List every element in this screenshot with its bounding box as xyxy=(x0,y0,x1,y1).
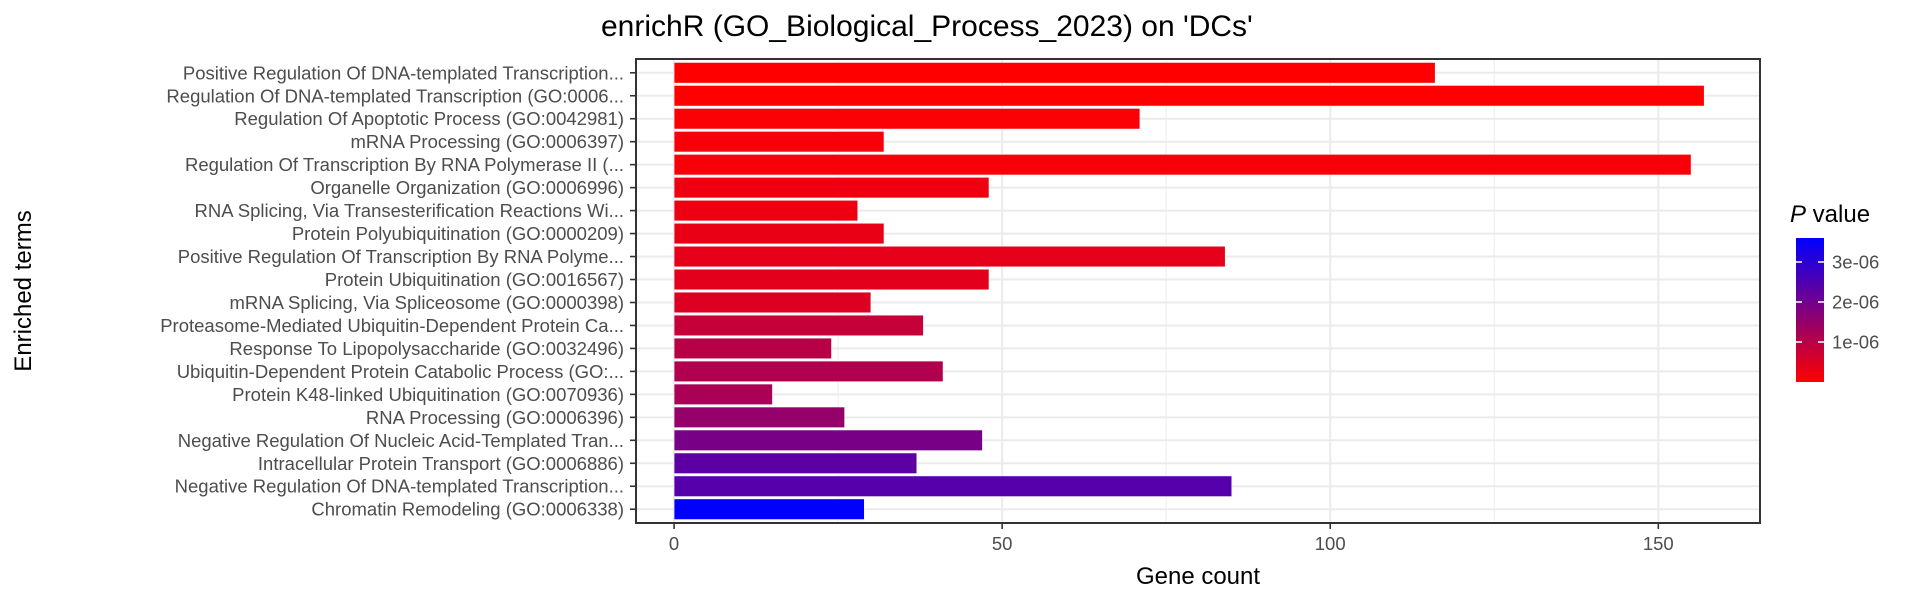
bar xyxy=(673,383,773,406)
category-label: Response To Lipopolysaccharide (GO:00324… xyxy=(229,338,624,359)
category-label: mRNA Splicing, Via Spliceosome (GO:00003… xyxy=(229,292,624,313)
category-label: Intracellular Protein Transport (GO:0006… xyxy=(258,453,624,474)
x-tick-label: 0 xyxy=(669,533,679,554)
bar xyxy=(673,154,1692,176)
bar xyxy=(673,268,990,291)
bar xyxy=(673,176,990,199)
bar xyxy=(673,498,865,520)
category-label: Ubiquitin-Dependent Protein Catabolic Pr… xyxy=(177,361,624,382)
chart-title: enrichR (GO_Biological_Process_2023) on … xyxy=(601,10,1253,43)
bar xyxy=(673,337,832,360)
category-label: Regulation Of Transcription By RNA Polym… xyxy=(185,154,624,175)
legend-tick-label: 3e-06 xyxy=(1832,252,1879,273)
legend-title: P value xyxy=(1790,201,1870,228)
category-label: Positive Regulation Of Transcription By … xyxy=(178,246,624,267)
category-label: Protein Polyubiquitination (GO:0000209) xyxy=(292,223,624,244)
bar xyxy=(673,131,885,153)
bar xyxy=(673,245,1226,268)
bar xyxy=(673,222,885,245)
bar xyxy=(673,475,1233,497)
category-label: Protein K48-linked Ubiquitination (GO:00… xyxy=(232,384,624,405)
plot-panel xyxy=(635,58,1761,524)
bar xyxy=(673,429,983,451)
x-tick-label: 50 xyxy=(992,533,1013,554)
color-scale-bar xyxy=(1796,238,1824,382)
bar xyxy=(673,360,944,383)
category-label: Regulation Of Apoptotic Process (GO:0042… xyxy=(234,108,624,129)
x-tick-label: 100 xyxy=(1315,533,1346,554)
category-label: Chromatin Remodeling (GO:0006338) xyxy=(311,499,624,520)
bar xyxy=(673,85,1705,107)
bar xyxy=(673,314,924,337)
p-value-legend: P value 1e-06 2e-06 3e-06 xyxy=(1790,201,1879,382)
category-label: Organelle Organization (GO:0006996) xyxy=(310,177,624,198)
category-label: Positive Regulation Of DNA-templated Tra… xyxy=(183,62,624,83)
bar xyxy=(673,291,872,314)
y-axis-title: Enriched terms xyxy=(10,210,37,371)
category-label: mRNA Processing (GO:0006397) xyxy=(350,131,624,152)
category-label: Proteasome-Mediated Ubiquitin-Dependent … xyxy=(160,315,624,336)
bar xyxy=(673,108,1141,130)
category-label: Negative Regulation Of DNA-templated Tra… xyxy=(175,476,624,497)
category-label: Protein Ubiquitination (GO:0016567) xyxy=(325,269,624,290)
x-axis: 0 50 100 150 xyxy=(669,523,1674,554)
bar xyxy=(673,406,845,428)
category-label: RNA Splicing, Via Transesterification Re… xyxy=(195,200,624,221)
y-axis: Positive Regulation Of DNA-templated Tra… xyxy=(160,62,636,520)
category-label: Regulation Of DNA-templated Transcriptio… xyxy=(166,85,624,106)
legend-tick-label: 2e-06 xyxy=(1832,292,1879,313)
x-axis-title: Gene count xyxy=(1136,563,1260,590)
category-label: Negative Regulation Of Nucleic Acid-Temp… xyxy=(178,430,624,451)
bar xyxy=(673,199,859,222)
legend-tick-label: 1e-06 xyxy=(1832,332,1879,353)
x-tick-label: 150 xyxy=(1643,533,1674,554)
bar xyxy=(673,62,1436,84)
bar xyxy=(673,452,918,474)
category-label: RNA Processing (GO:0006396) xyxy=(366,407,624,428)
